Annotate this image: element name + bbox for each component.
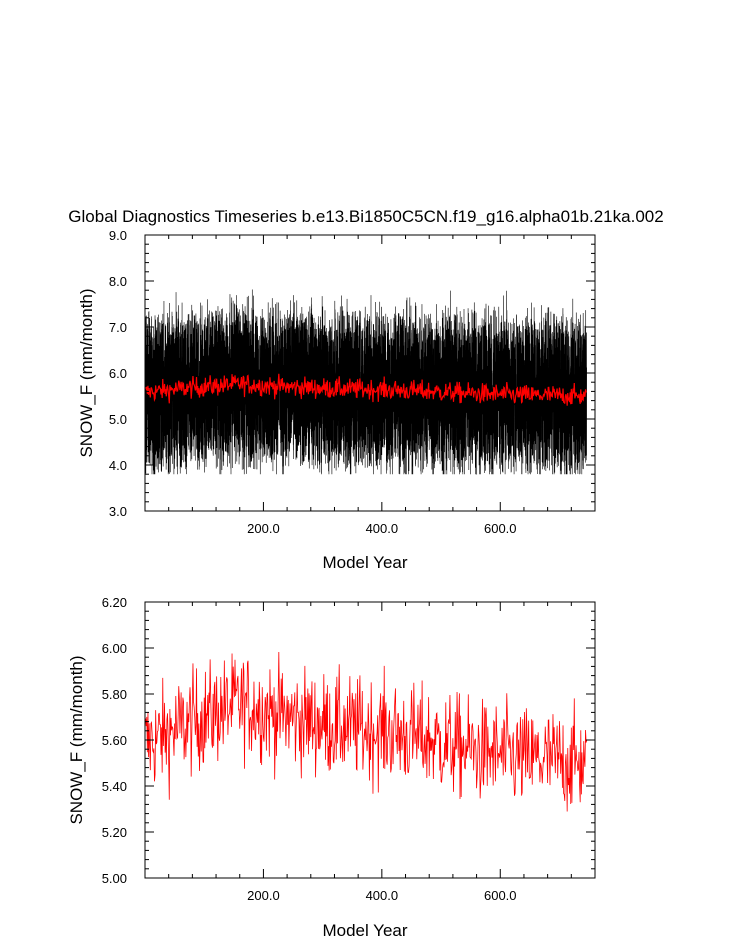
x-tick-label: 600.0	[484, 888, 517, 903]
y-tick-label: 8.0	[109, 274, 127, 289]
y-tick-label: 5.40	[102, 779, 127, 794]
annual-series-bottom	[145, 651, 588, 812]
chart-title: Global Diagnostics Timeseries b.e13.Bi18…	[68, 207, 663, 226]
bottom-ticks: 200.0 400.0 600.0 5.00 5.20 5.40 5.60 5.80 6.00 6…	[102, 595, 595, 903]
top-x-axis-label: Model Year	[322, 553, 407, 572]
top-ticks: 200.0 400.0 600.0 3.0 4.0 5.0 6.0 7.0 8.0 9.0	[109, 228, 595, 536]
y-tick-label: 5.60	[102, 733, 127, 748]
annual-line-bottom	[145, 651, 588, 812]
top-y-axis-label: SNOW_F (mm/month)	[77, 288, 96, 457]
y-tick-label: 6.00	[102, 641, 127, 656]
x-tick-label: 600.0	[484, 521, 517, 536]
y-tick-label: 7.0	[109, 320, 127, 335]
y-tick-label: 6.0	[109, 366, 127, 381]
y-tick-label: 5.00	[102, 871, 127, 886]
y-tick-label: 6.20	[102, 595, 127, 610]
x-tick-label: 200.0	[247, 888, 280, 903]
x-tick-label: 200.0	[247, 521, 280, 536]
bottom-x-axis-label: Model Year	[322, 921, 407, 940]
x-tick-label: 400.0	[366, 888, 399, 903]
x-tick-label: 400.0	[366, 521, 399, 536]
monthly-line	[144, 289, 587, 475]
y-tick-label: 5.0	[109, 412, 127, 427]
y-tick-label: 9.0	[109, 228, 127, 243]
monthly-series	[144, 289, 587, 475]
annual-line-top	[145, 373, 588, 406]
y-tick-label: 5.80	[102, 687, 127, 702]
y-tick-label: 4.0	[109, 458, 127, 473]
bottom-y-axis-label: SNOW_F (mm/month)	[67, 655, 86, 824]
y-tick-label: 3.0	[109, 504, 127, 519]
annual-series-top	[145, 373, 588, 406]
y-tick-label: 5.20	[102, 825, 127, 840]
bottom-panel: 200.0 400.0 600.0 5.00 5.20 5.40 5.60 5.80 6.00 6…	[67, 595, 596, 940]
top-panel: 200.0 400.0 600.0 3.0 4.0 5.0 6.0 7.0 8.0 9.0 Mod…	[77, 228, 596, 572]
